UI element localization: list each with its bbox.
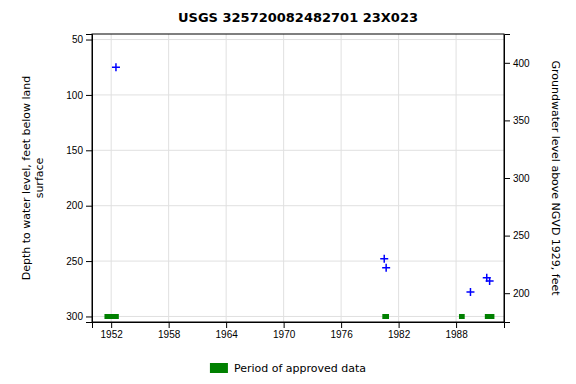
- y-axis-tick: 200: [66, 200, 92, 211]
- grid-line-y: [92, 205, 504, 206]
- x-axis-tick-label: 1988: [445, 329, 468, 340]
- y2-axis-tick-label: 400: [513, 58, 530, 69]
- y-axis-tick-mark: [86, 261, 92, 262]
- y-axis-title: Depth to water level, feet below landsur…: [20, 76, 46, 281]
- grid-line-x: [111, 34, 112, 322]
- y-axis-tick-mark: [86, 206, 92, 207]
- x-axis-tick: 1970: [273, 322, 296, 340]
- title: USGS 325720082482701 23X023: [178, 10, 418, 25]
- x-axis-tick: 1976: [330, 322, 353, 340]
- x-axis-tick-mark: [226, 322, 227, 328]
- y-axis-tick: 300: [66, 311, 92, 322]
- y-axis-line: [86, 35, 93, 323]
- y-axis-tick: 250: [66, 256, 92, 267]
- y-axis-tick-label: 200: [66, 200, 83, 211]
- data-point: [486, 277, 494, 285]
- y-axis-tick-label: 300: [66, 311, 83, 322]
- y2-axis-tick-mark: [504, 178, 510, 179]
- y-axis-tick: 100: [66, 90, 92, 101]
- data-point: [466, 288, 474, 296]
- y-axis-tick-mark: [86, 150, 92, 151]
- x-axis-tick-mark: [456, 322, 457, 328]
- y-axis-tick-label: 250: [66, 256, 83, 267]
- y2-axis-tick-mark: [504, 236, 510, 237]
- x-axis-tick: 1988: [445, 322, 468, 340]
- approved-period: [459, 314, 465, 319]
- grid-line-y: [92, 39, 504, 40]
- x-axis-tick: 1982: [388, 322, 411, 340]
- x-axis-tick-label: 1970: [273, 329, 296, 340]
- y2-axis-tick: 300: [504, 173, 530, 184]
- y2-axis-tick-mark: [504, 293, 510, 294]
- grid-line-x: [398, 34, 399, 322]
- y2-axis-title: Groundwater level above NGVD 1929, feet: [549, 60, 562, 296]
- grid-line-y: [92, 94, 504, 95]
- plot-frame: [92, 34, 504, 322]
- y2-axis-line: [505, 35, 511, 323]
- x-axis: 1952 1958 1964 1970 1976 1982 1988: [93, 322, 505, 340]
- x-axis-tick: 1952: [101, 322, 124, 340]
- chart: 1952195819641970197619821988501001502002…: [0, 0, 576, 384]
- approved-period: [485, 314, 495, 319]
- approved-period: [382, 314, 389, 319]
- legend: Period of approved data: [210, 362, 366, 375]
- y2-axis-tick: 400: [504, 58, 530, 69]
- approved-period: [104, 314, 118, 319]
- grid-line-x: [283, 34, 284, 322]
- y-axis-tick-label: 100: [66, 90, 83, 101]
- marks: [104, 63, 494, 319]
- data-point: [112, 63, 120, 71]
- grid-line-x: [341, 34, 342, 322]
- y-axis-tick-label: 150: [66, 145, 83, 156]
- y-axis-tick-mark: [86, 40, 92, 41]
- grid-line-x: [226, 34, 227, 322]
- y2-axis-tick-mark: [504, 120, 510, 121]
- y2-axis-tick-mark: [504, 63, 510, 64]
- x-axis-tick: 1958: [158, 322, 181, 340]
- x-axis-tick-label: 1976: [330, 329, 353, 340]
- y-axis: 50 100 150 200 250 300: [66, 34, 92, 322]
- x-axis-tick-label: 1982: [388, 329, 411, 340]
- y2-axis: 200 250 300 350 400: [504, 35, 530, 323]
- x-axis-tick-label: 1952: [101, 329, 124, 340]
- x-axis-tick-mark: [399, 322, 400, 328]
- y-axis-tick: 50: [72, 34, 92, 45]
- grid-line-x: [168, 34, 169, 322]
- grid-line-y: [92, 316, 504, 317]
- y2-axis-tick-label: 350: [513, 115, 530, 126]
- y-axis-tick-mark: [86, 316, 92, 317]
- y2-axis-tick-label: 300: [513, 173, 530, 184]
- legend-swatch: [210, 363, 228, 373]
- grid-line-y: [92, 150, 504, 151]
- legend-item: Period of approved data: [210, 362, 366, 375]
- grid-line-x: [456, 34, 457, 322]
- y-axis-tick: 150: [66, 145, 92, 156]
- grid: [92, 34, 504, 322]
- x-axis-tick-mark: [169, 322, 170, 328]
- grid-line-y: [92, 261, 504, 262]
- y-axis-title-line: Depth to water level, feet below land: [20, 76, 33, 281]
- y2-axis-tick-label: 250: [513, 230, 530, 241]
- data-point: [380, 255, 388, 263]
- x-axis-tick-mark: [284, 322, 285, 328]
- x-axis-tick-label: 1958: [158, 329, 181, 340]
- x-axis-tick-label: 1964: [216, 329, 239, 340]
- legend-label: Period of approved data: [234, 362, 366, 375]
- y2-axis-tick: 350: [504, 115, 530, 126]
- y-axis-tick-label: 50: [72, 34, 84, 45]
- y-axis-title-line: surface: [33, 157, 46, 198]
- y-axis-tick-mark: [86, 95, 92, 96]
- y2-axis-tick: 250: [504, 230, 530, 241]
- y2-axis-tick: 200: [504, 288, 530, 299]
- plot: 1952195819641970197619821988501001502002…: [66, 34, 530, 340]
- y2-axis-tick-label: 200: [513, 288, 530, 299]
- x-axis-line: [93, 323, 505, 329]
- x-axis-tick-mark: [111, 322, 112, 328]
- x-axis-tick: 1964: [216, 322, 239, 340]
- data-point: [382, 264, 390, 272]
- x-axis-tick-mark: [341, 322, 342, 328]
